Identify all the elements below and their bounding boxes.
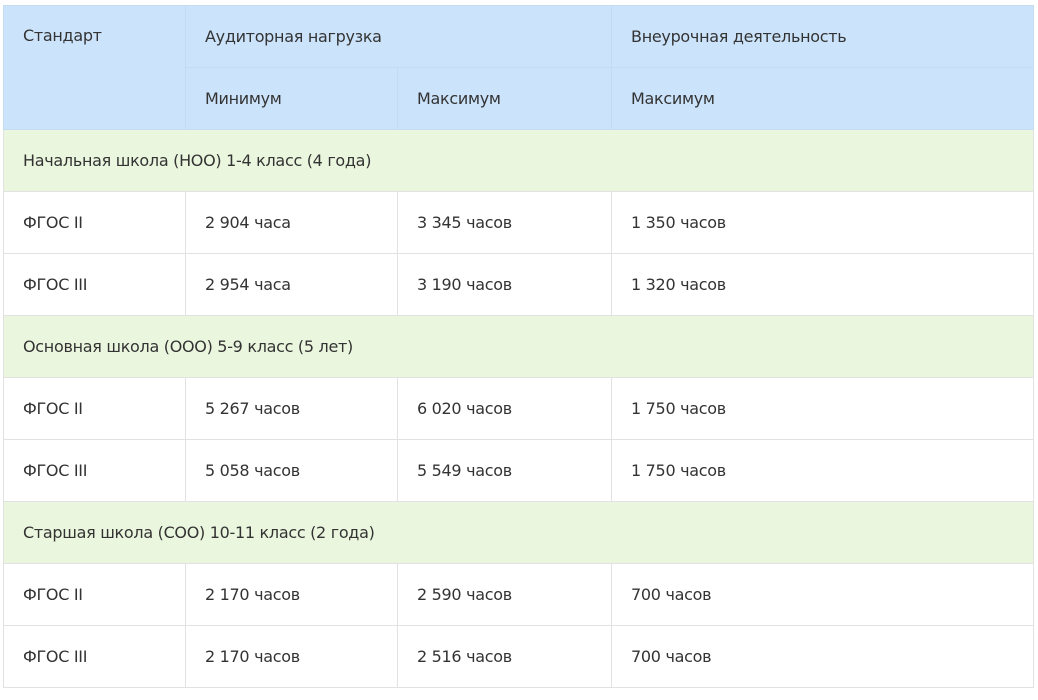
table-row: ФГОС II 2 170 часов 2 590 часов 700 часов — [3, 563, 1034, 626]
cell-min: 2 170 часов — [185, 625, 398, 688]
header-max: Максимум — [396, 67, 613, 130]
cell-standard: ФГОС II — [3, 191, 186, 254]
cell-max: 3 190 часов — [396, 253, 613, 316]
table-row: ФГОС III 5 058 часов 5 549 часов 1 750 часо… — [3, 439, 1034, 502]
cell-max: 6 020 часов — [396, 377, 613, 440]
cell-standard: ФГОС III — [3, 439, 186, 502]
cell-standard: ФГОС II — [3, 377, 186, 440]
cell-extra: 1 750 часов — [611, 377, 1034, 440]
cell-min: 2 954 часа — [185, 253, 398, 316]
cell-extra: 700 часов — [611, 563, 1034, 626]
cell-min: 2 170 часов — [185, 563, 398, 626]
table-row: ФГОС III 2 954 часа 3 190 часов 1 320 часов — [3, 253, 1034, 316]
group-title: Основная школа (ООО) 5-9 класс (5 лет) — [3, 315, 1034, 378]
cell-max: 2 516 часов — [396, 625, 613, 688]
cell-extra: 700 часов — [611, 625, 1034, 688]
cell-min: 2 904 часа — [185, 191, 398, 254]
group-row: Основная школа (ООО) 5-9 класс (5 лет) — [3, 315, 1034, 378]
header-extra-max: Максимум — [611, 67, 1034, 130]
table-row: ФГОС III 2 170 часов 2 516 часов 700 часов — [3, 625, 1034, 688]
group-title: Старшая школа (СОО) 10-11 класс (2 года) — [3, 501, 1034, 564]
hours-table: Стандарт Аудиторная нагрузка Внеурочная … — [3, 5, 1034, 688]
table-row: ФГОС II 5 267 часов 6 020 часов 1 750 часов — [3, 377, 1034, 440]
cell-extra: 1 750 часов — [611, 439, 1034, 502]
cell-min: 5 058 часов — [185, 439, 398, 502]
cell-extra: 1 350 часов — [611, 191, 1034, 254]
cell-max: 5 549 часов — [396, 439, 613, 502]
cell-min: 5 267 часов — [185, 377, 398, 440]
header-extracurricular: Внеурочная деятельность — [611, 5, 1034, 68]
group-row: Старшая школа (СОО) 10-11 класс (2 года) — [3, 501, 1034, 564]
header-classroom-load: Аудиторная нагрузка — [184, 5, 613, 68]
cell-max: 3 345 часов — [396, 191, 613, 254]
header-standard: Стандарт — [3, 5, 186, 130]
group-row: Начальная школа (НОО) 1-4 класс (4 года) — [3, 129, 1034, 192]
group-title: Начальная школа (НОО) 1-4 класс (4 года) — [3, 129, 1034, 192]
cell-max: 2 590 часов — [396, 563, 613, 626]
cell-standard: ФГОС II — [3, 563, 186, 626]
table-row: ФГОС II 2 904 часа 3 345 часов 1 350 часов — [3, 191, 1034, 254]
cell-standard: ФГОС III — [3, 625, 186, 688]
cell-extra: 1 320 часов — [611, 253, 1034, 316]
header-min: Минимум — [185, 67, 398, 130]
cell-standard: ФГОС III — [3, 253, 186, 316]
